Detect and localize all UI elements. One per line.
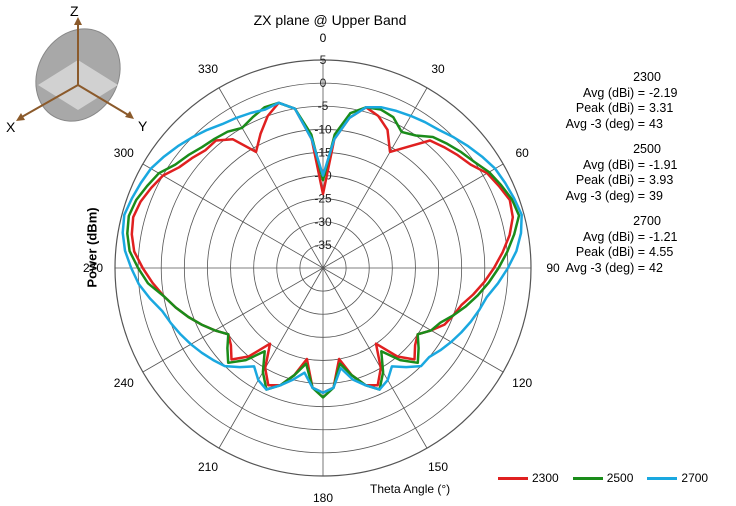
stats-value: -1.91 [649, 157, 678, 172]
stats-panel: 2300 Avg (dBi) = -2.19 Peak (dBi) = 3.31 A… [555, 70, 689, 286]
stats-avg-row: Avg (dBi) = -1.21 [555, 230, 689, 246]
stats-key: Avg (dBi) = [583, 157, 645, 172]
z-label: Z [70, 3, 79, 19]
angle-tick-label: 0 [320, 31, 327, 45]
angle-tick-label: 30 [431, 62, 445, 76]
stats-peak-row: Peak (dBi) = 3.31 [555, 101, 689, 117]
stats-key: Peak (dBi) = [575, 101, 645, 115]
angle-tick-label: 180 [313, 491, 333, 505]
stats-value: 4.55 [649, 245, 674, 259]
stats-key: Peak (dBi) = [575, 173, 645, 187]
stats-block-2500: 2500 Avg (dBi) = -1.91 Peak (dBi) = 3.93 A… [555, 142, 689, 204]
stats-avg-row: Avg (dBi) = -1.91 [555, 158, 689, 174]
legend-item-2300: 2300 [498, 471, 559, 485]
radial-tick-label: 5 [320, 53, 327, 67]
stats-value: -2.19 [649, 85, 678, 100]
stats-key: Avg -3 (deg) = [565, 116, 645, 131]
legend: 2300 2500 2700 [498, 471, 708, 485]
z-arrow-icon [74, 17, 82, 25]
stats-key: Avg -3 (deg) = [565, 260, 645, 275]
axis-orientation-icon: Z X Y [6, 3, 148, 135]
legend-swatch [647, 476, 678, 480]
series-line-2700 [121, 101, 523, 395]
legend-swatch [498, 476, 528, 480]
angle-tick-label: 120 [512, 376, 532, 390]
stats-key: Avg (dBi) = [583, 229, 645, 244]
legend-label: 2500 [606, 471, 634, 485]
angle-tick-label: 300 [114, 146, 134, 160]
y-arrow-icon [125, 111, 134, 119]
y-axis-label: Power (dBm) [84, 207, 100, 288]
stats-band: 2500 [633, 142, 661, 156]
stats-key: Avg -3 (deg) = [565, 188, 645, 203]
grid-spoke [142, 163, 324, 269]
stats-value: 3.31 [649, 101, 674, 115]
y-axis-line [77, 84, 131, 117]
legend-item-2700: 2700 [647, 471, 708, 485]
angle-tick-label: 240 [114, 376, 134, 390]
stats-value: -1.21 [649, 229, 678, 244]
chart-title: ZX plane @ Upper Band [253, 12, 407, 28]
radial-tick-label: 0 [320, 76, 327, 90]
legend-label: 2300 [532, 471, 559, 485]
stats-value: 39 [649, 188, 663, 203]
stats-peak-row: Peak (dBi) = 4.55 [555, 245, 689, 261]
x-arrow-icon [16, 113, 25, 121]
angle-tick-label: 60 [516, 146, 530, 160]
grid-spoke [322, 163, 504, 269]
stats-avg-row: Avg (dBi) = -2.19 [555, 86, 689, 102]
stats-value: 42 [649, 260, 663, 275]
x-label: X [6, 119, 16, 135]
series-line-2500 [126, 101, 521, 399]
legend-swatch [572, 476, 603, 480]
angle-tick-label: 90 [546, 261, 560, 275]
angle-tick-label: 330 [198, 62, 218, 76]
angle-tick-label: 270 [83, 261, 103, 275]
y-label: Y [138, 118, 148, 134]
radial-tick-label: -10 [314, 122, 332, 136]
stats-bw-row: Avg -3 (deg) = 42 [555, 261, 689, 277]
stats-key: Avg (dBi) = [583, 85, 645, 100]
grid-spoke [322, 267, 504, 373]
stats-band: 2700 [633, 214, 661, 228]
radial-tick-label: -25 [314, 192, 332, 206]
grid-spoke [322, 267, 428, 449]
x-axis-line [19, 84, 79, 119]
stats-block-2700: 2700 Avg (dBi) = -1.21 Peak (dBi) = 4.55 A… [555, 214, 689, 276]
legend-label: 2700 [681, 471, 709, 485]
grid-spoke [142, 267, 324, 373]
radial-tick-label: -30 [314, 215, 332, 229]
angle-tick-label: 210 [198, 460, 218, 474]
stats-bw-row: Avg -3 (deg) = 43 [555, 117, 689, 133]
radial-tick-label: -5 [318, 99, 329, 113]
angle-tick-label: 150 [428, 460, 448, 474]
legend-item-2500: 2500 [572, 471, 634, 485]
x-axis-label: Theta Angle (°) [370, 482, 451, 496]
stats-band: 2300 [633, 70, 661, 84]
stats-bw-row: Avg -3 (deg) = 39 [555, 189, 689, 205]
stats-value: 43 [649, 116, 663, 131]
radial-tick-label: -15 [314, 145, 332, 159]
stats-block-2300: 2300 Avg (dBi) = -2.19 Peak (dBi) = 3.31 A… [555, 70, 689, 132]
grid-spoke [218, 267, 324, 449]
grid-spoke [322, 87, 428, 269]
stats-value: 3.93 [649, 173, 674, 187]
radial-tick-label: -35 [314, 238, 332, 252]
stats-key: Peak (dBi) = [575, 245, 645, 259]
stats-peak-row: Peak (dBi) = 3.93 [555, 173, 689, 189]
